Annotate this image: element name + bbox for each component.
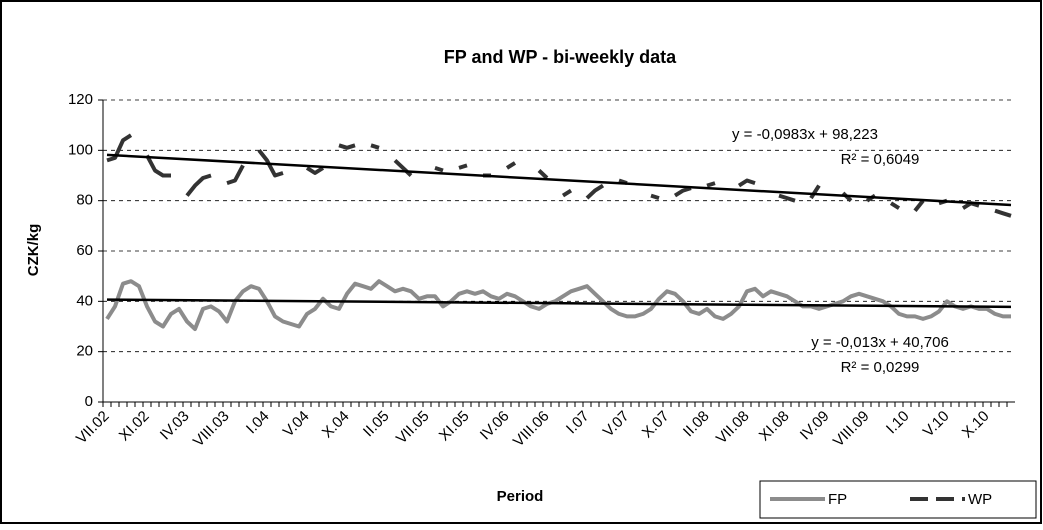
legend-label: FP [828,491,847,508]
trendline [106,153,1012,207]
x-axis-title: Period [497,488,544,505]
trendline [106,298,1012,309]
y-tick-label: 20 [76,343,93,360]
trend-equation: y = -0,013x + 40,706 [811,334,949,351]
trend-r2: R² = 0,0299 [841,359,920,376]
trend-equation: y = -0,0983x + 98,223 [732,126,878,143]
chart-title: FP and WP - bi-weekly data [444,47,677,67]
legend-label: WP [968,491,992,508]
y-tick-label: 100 [68,141,93,158]
y-tick-label: 40 [76,292,93,309]
series-line [105,279,1011,331]
y-tick-label: 80 [76,192,93,209]
y-tick-label: 120 [68,91,93,108]
y-tick-label: 0 [85,393,93,410]
y-axis-title: CZK/kg [25,224,42,277]
y-tick-label: 60 [76,242,93,259]
trend-r2: R² = 0,6049 [841,151,920,168]
